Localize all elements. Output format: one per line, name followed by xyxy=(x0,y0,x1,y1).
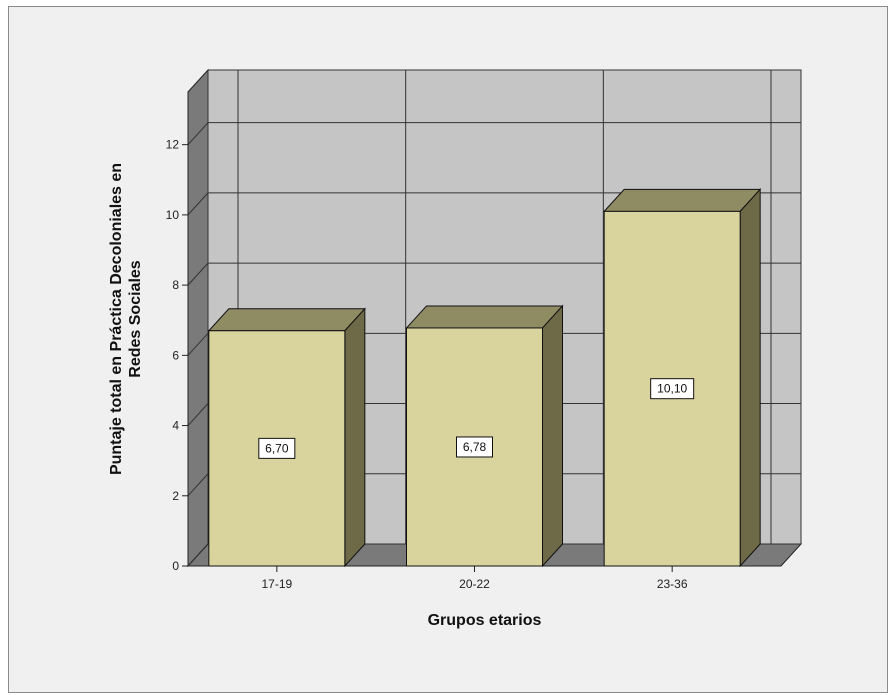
bar-side xyxy=(739,188,761,568)
x-tick-label: 23-36 xyxy=(657,577,688,591)
y-tick-label: 0 xyxy=(172,559,179,573)
data-label: 6,78 xyxy=(463,440,487,454)
bar-side xyxy=(344,307,366,568)
y-tick-label: 6 xyxy=(172,348,179,362)
y-axis-title-line-2: Redes Sociales xyxy=(127,260,144,378)
side-wall xyxy=(187,68,209,568)
y-tick-label: 12 xyxy=(166,138,180,152)
data-label-box xyxy=(258,437,296,459)
x-axis-title: Grupos etarios xyxy=(428,612,542,629)
gridlines xyxy=(187,69,802,567)
y-tick-label: 8 xyxy=(172,278,179,292)
bar-17-19: 6,70 xyxy=(207,307,366,568)
bar-top xyxy=(207,308,366,332)
x-tick-label: 17-19 xyxy=(261,577,292,591)
y-tick-label: 2 xyxy=(172,489,179,503)
data-label: 10,10 xyxy=(657,382,687,396)
bars: 6,70 6,78 10,10 xyxy=(207,188,762,568)
x-axis: 17-19 20-22 23-36 xyxy=(261,566,688,591)
bar-top xyxy=(405,305,564,329)
y-axis-title-line-1: Puntaje total en Práctica Decoloniales e… xyxy=(108,163,125,475)
x-tick-label: 20-22 xyxy=(459,577,490,591)
bar-23-36: 10,10 xyxy=(603,188,762,568)
y-axis: 0 2 4 6 8 10 12 xyxy=(166,92,189,573)
bar-20-22: 6,78 xyxy=(405,304,564,568)
data-label-box xyxy=(650,378,695,400)
data-label: 6,70 xyxy=(265,441,289,455)
y-tick-label: 4 xyxy=(172,419,179,433)
bar-top xyxy=(603,188,762,212)
bar-side xyxy=(542,304,563,568)
data-label-box xyxy=(456,436,493,458)
y-tick-label: 10 xyxy=(166,208,180,222)
